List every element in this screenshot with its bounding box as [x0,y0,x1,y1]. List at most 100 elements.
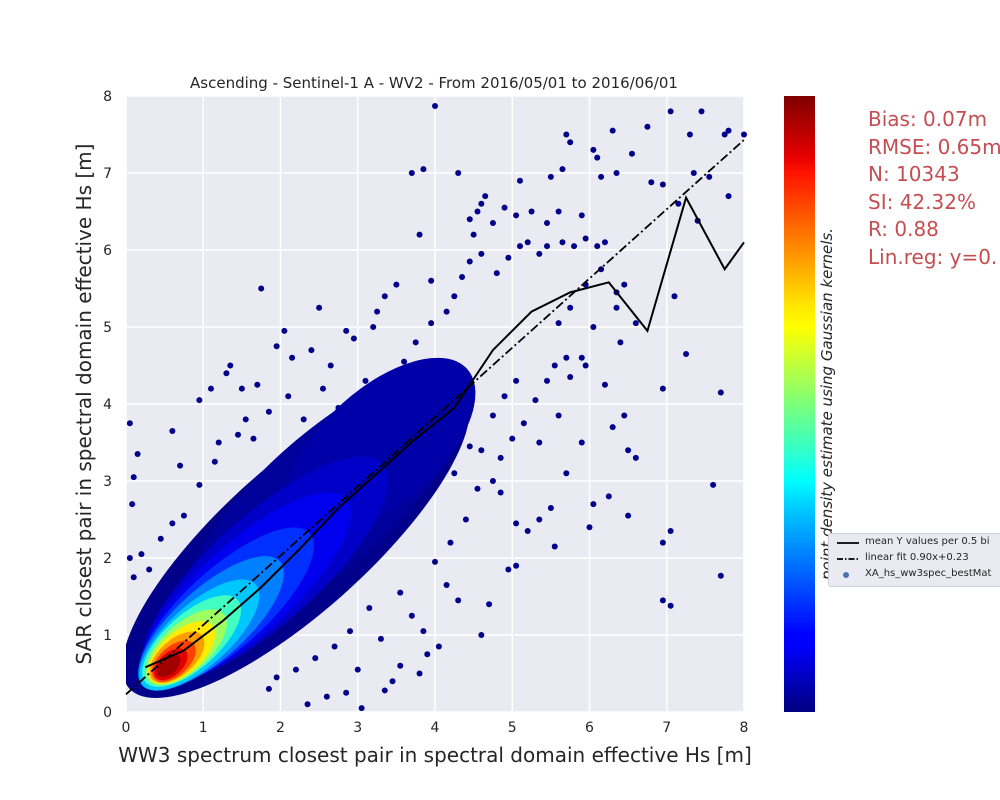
data-point [578,212,585,219]
data-point [215,439,222,446]
data-point [381,687,388,694]
data-point [547,173,554,180]
data-point [632,320,639,327]
data-point [408,170,415,176]
data-point [501,204,508,211]
data-point [505,254,512,261]
data-point [625,447,632,454]
data-point [513,212,520,219]
data-point [408,612,415,619]
stat-scatter-index: SI: 42.32% [868,189,976,214]
data-point [227,362,234,369]
data-point [478,200,485,207]
data-point [343,689,350,696]
data-point [316,304,323,311]
dashdot-line-icon [837,558,859,560]
data-point [571,243,578,250]
data-point [648,179,655,186]
data-point [250,435,257,442]
y-tick-label: 0 [103,705,112,721]
data-point [265,685,272,692]
data-point [598,173,605,180]
data-point [323,693,330,700]
data-point [551,543,558,550]
data-point [555,208,562,215]
data-point [590,146,597,153]
data-point [447,539,454,546]
data-point [532,397,539,404]
data-point [238,385,245,392]
data-point [470,231,477,238]
data-point [582,235,589,242]
data-point [451,293,458,300]
data-point [544,243,551,250]
data-point [741,131,747,138]
data-point [717,389,724,396]
data-point [536,516,543,523]
data-point [242,416,249,423]
data-point [659,597,666,604]
data-point [462,516,469,523]
data-point [524,528,531,535]
data-point [478,447,485,454]
data-point [393,281,400,288]
data-point [528,208,535,215]
y-tick-label: 8 [103,89,112,105]
data-point [621,281,628,288]
mean-line [144,195,745,669]
legend-label-mean: mean Y values per 0.5 bi [865,536,990,547]
data-point [659,539,666,546]
data-point [347,628,354,635]
data-point [536,439,543,446]
x-tick-label: 3 [353,720,362,736]
data-point [725,127,732,134]
data-point [432,558,438,565]
data-point [559,239,566,246]
data-point [559,166,566,173]
data-point [644,123,651,130]
data-point [536,250,543,257]
data-point [563,354,570,361]
data-point [621,412,628,419]
data-point [420,628,427,635]
data-point [489,412,496,419]
data-point [138,551,145,558]
data-point [544,220,551,227]
stat-correlation: R: 0.88 [868,217,939,242]
data-point [501,393,508,400]
data-point [625,512,632,519]
data-point [617,339,624,346]
data-point [555,320,562,327]
data-point [667,108,674,115]
data-point [428,320,435,327]
data-point [428,277,435,284]
data-point [308,347,315,354]
data-point [254,381,261,388]
data-point [207,385,214,392]
x-tick-label: 1 [199,720,208,736]
data-point [432,103,438,110]
data-point [466,216,473,223]
data-point [146,566,153,573]
data-point [126,555,133,561]
data-point [129,501,136,508]
data-point [497,454,504,461]
data-point [273,674,280,681]
data-point [567,374,574,381]
data-point [343,327,350,334]
data-point [435,643,442,650]
data-point [265,408,272,415]
data-point [401,358,408,365]
data-point [667,602,674,609]
data-point [312,655,319,662]
data-point [134,451,141,458]
legend-entry-points: XA_hs_ww3spec_bestMat [835,568,1000,582]
data-point [721,131,728,138]
data-point [590,501,597,508]
data-point [613,170,620,176]
data-point [524,239,531,246]
data-point [497,489,504,496]
stat-linear-regression: Lin.reg: y=0. [868,244,998,269]
data-point [582,362,589,369]
